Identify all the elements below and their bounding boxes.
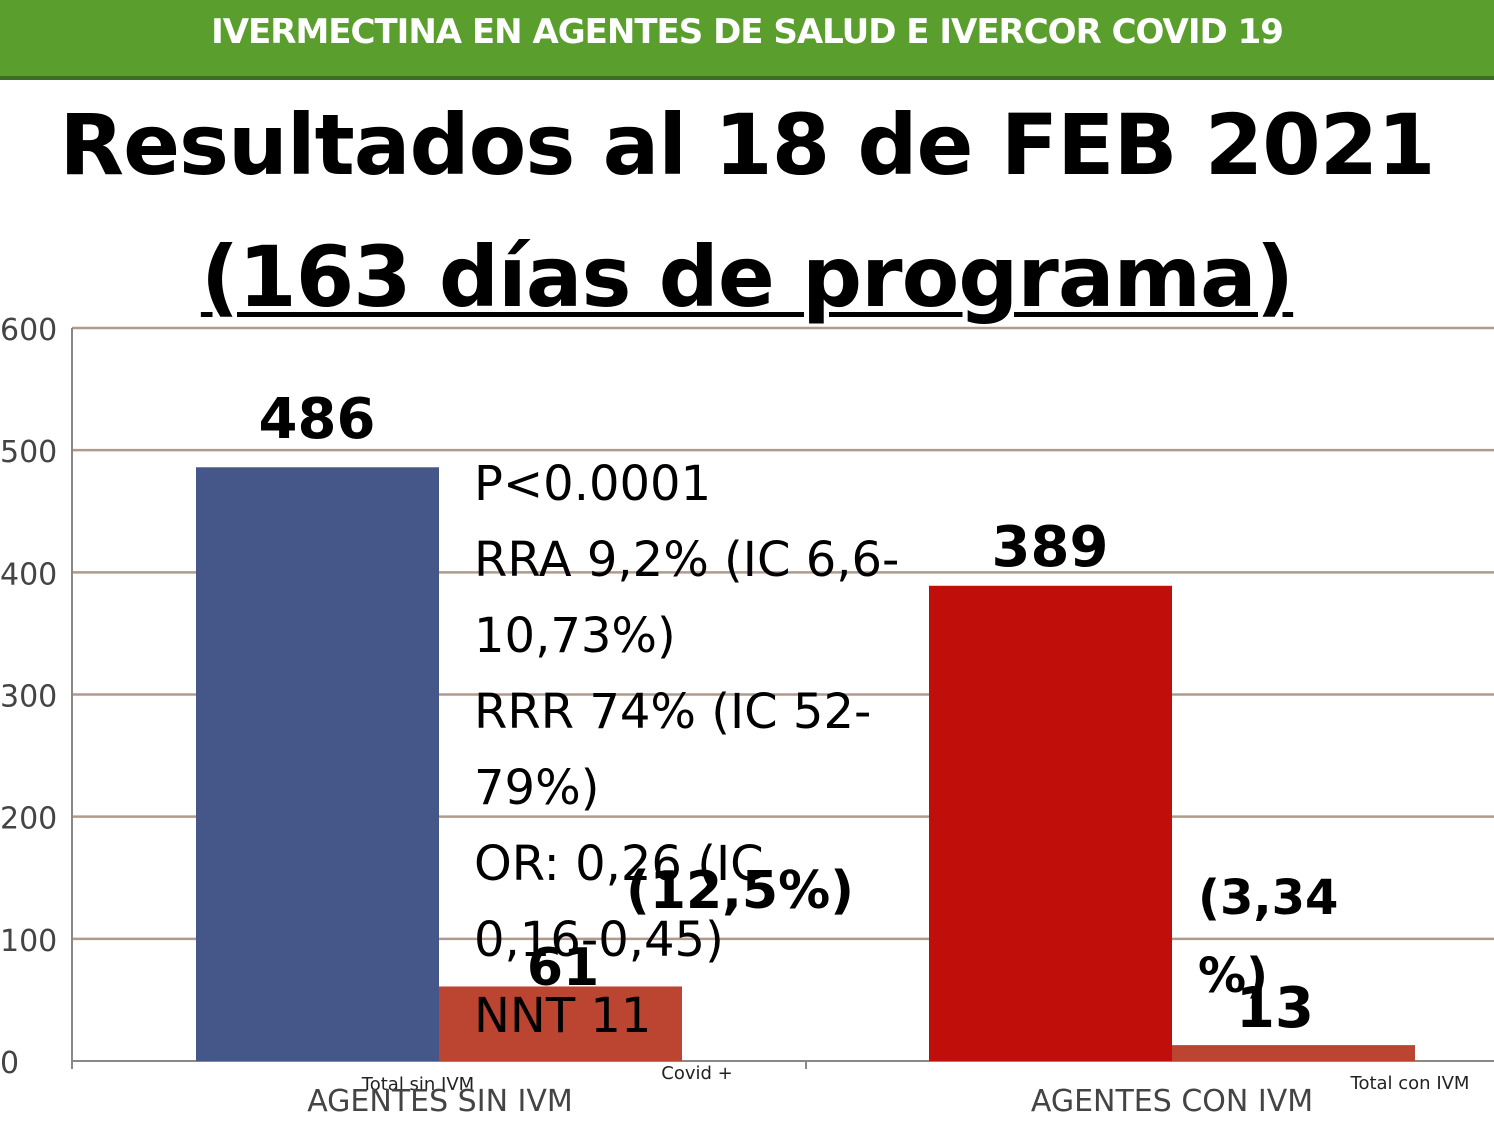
page-title: Resultados al 18 de FEB 2021: [59, 96, 1435, 194]
bar-covid-sin-ivm: [439, 986, 682, 1061]
pct-label-con-ivm-line2: %): [1198, 948, 1268, 1004]
data-label-61: 61: [527, 938, 599, 998]
stats-line-rra: RRA 9,2% (IC 6,6-: [474, 532, 900, 588]
y-tick-label: 500: [0, 435, 57, 470]
pct-label-con-ivm-line1: (3,34: [1198, 870, 1338, 926]
stats-line-rra-cont: 10,73%): [474, 608, 676, 664]
data-label-486: 486: [259, 387, 376, 452]
bar-total-sin-ivm: [196, 467, 439, 1061]
category-label-sin-ivm: AGENTES SIN IVM: [307, 1084, 573, 1119]
series-label-total-sin-ivm: Total sin IVM: [361, 1074, 474, 1095]
y-tick-label: 600: [0, 313, 57, 348]
page-subtitle: (163 días de programa): [200, 228, 1294, 326]
y-tick-label: 300: [0, 680, 57, 715]
data-label-13: 13: [1236, 976, 1314, 1041]
series-label-covid: Covid +: [661, 1063, 732, 1084]
stats-line-or: OR: 0,26 (IC: [474, 836, 764, 892]
category-label-con-ivm: AGENTES CON IVM: [1031, 1084, 1313, 1119]
y-tick-label: 400: [0, 557, 57, 592]
series-label-total-con-ivm: Total con IVM: [1350, 1073, 1470, 1094]
banner-title: IVERMECTINA EN AGENTES DE SALUD E IVERCO…: [211, 12, 1284, 52]
y-tick-label: 200: [0, 802, 57, 837]
bar-total-con-ivm: [929, 585, 1172, 1061]
stats-box: P<0.0001 RRA 9,2% (IC 6,6- 10,73%) RRR 7…: [474, 446, 934, 1054]
y-tick-label: 100: [0, 924, 57, 959]
stats-line-or-cont: 0,16-0,45): [474, 912, 724, 968]
pct-label-sin-ivm: (12,5%): [626, 861, 854, 921]
stats-line-rrr: RRR 74% (IC 52-: [474, 684, 872, 740]
header-banner: IVERMECTINA EN AGENTES DE SALUD E IVERCO…: [0, 0, 1494, 80]
stats-line-rrr-cont: 79%): [474, 760, 600, 816]
stats-line-p: P<0.0001: [474, 456, 712, 512]
y-tick-label: 0: [0, 1046, 19, 1081]
bar-covid-con-ivm: [1172, 1045, 1415, 1061]
data-label-389: 389: [992, 515, 1109, 580]
stats-line-nnt: NNT 11: [474, 988, 652, 1044]
